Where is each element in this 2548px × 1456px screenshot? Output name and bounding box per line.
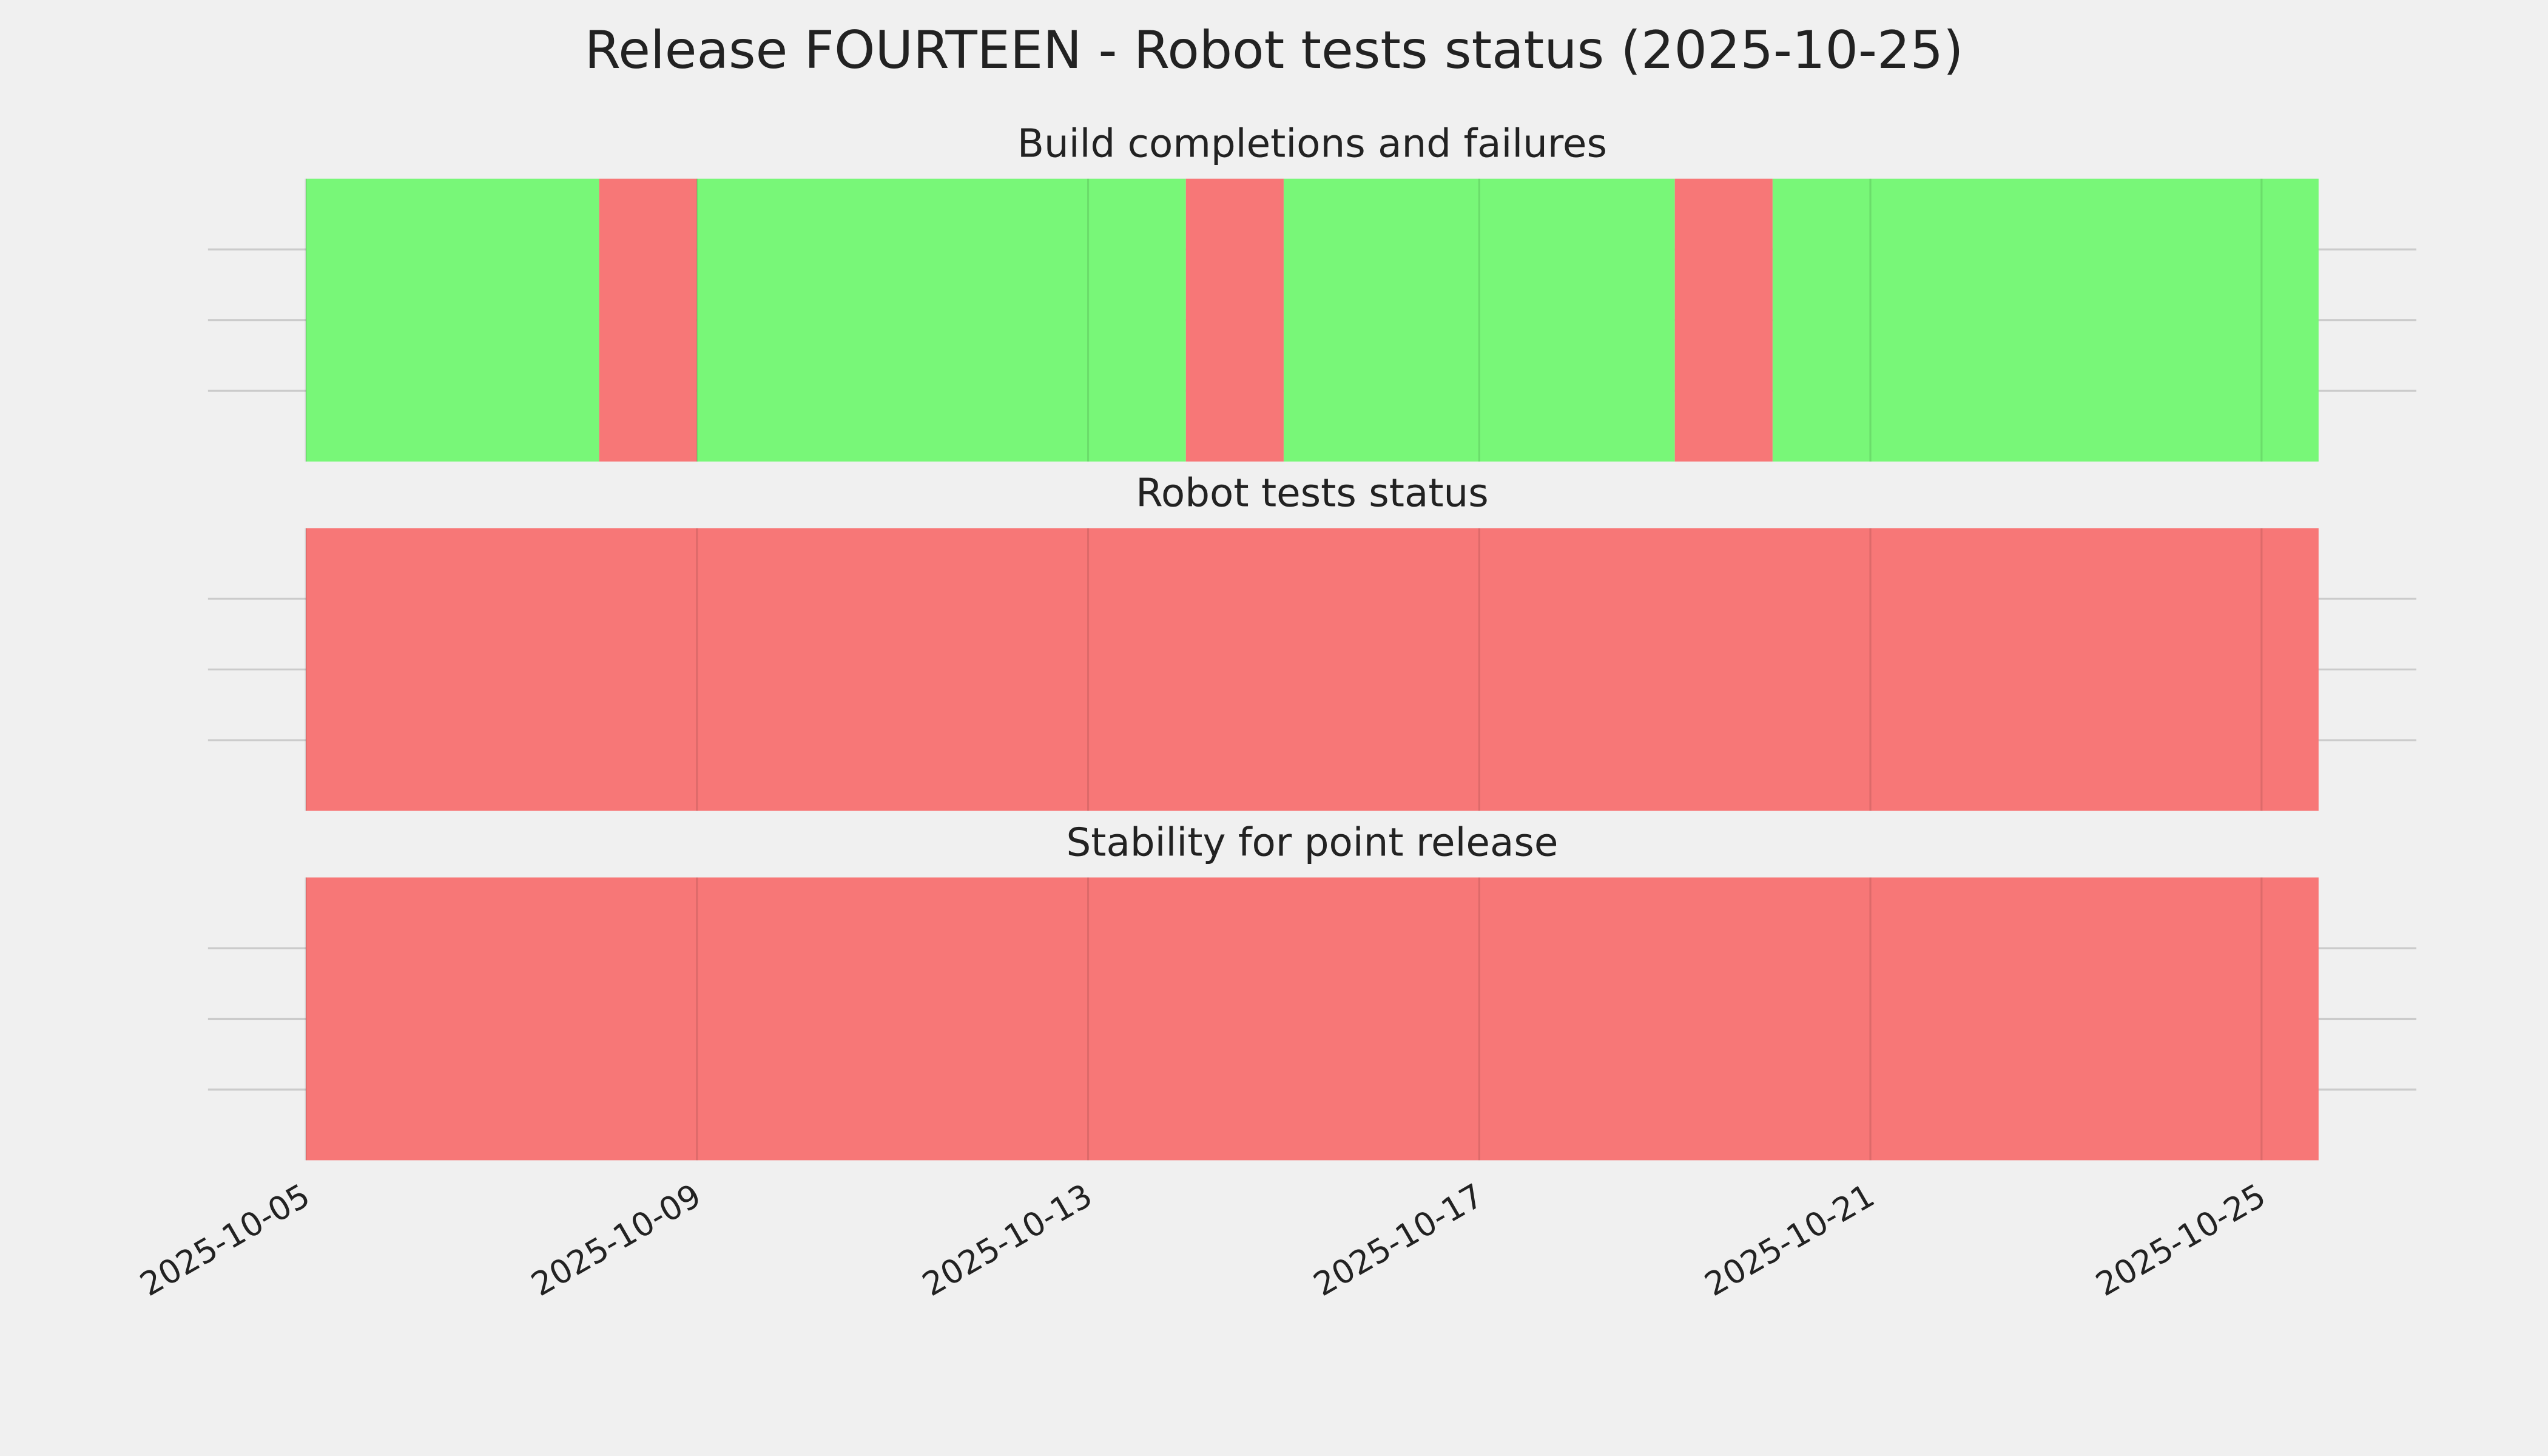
status-span bbox=[1185, 178, 1284, 462]
status-span bbox=[306, 877, 2319, 1161]
panel-title: Robot tests status bbox=[1136, 471, 1489, 516]
x-tick-label: 2025-10-05 bbox=[133, 1176, 316, 1304]
status-span bbox=[1772, 178, 2319, 462]
panel-title: Stability for point release bbox=[1067, 820, 1559, 865]
status-span bbox=[1283, 178, 1675, 462]
x-tick-label: 2025-10-17 bbox=[1307, 1176, 1489, 1304]
status-span bbox=[306, 528, 2319, 811]
x-tick-label: 2025-10-09 bbox=[525, 1176, 707, 1304]
status-span bbox=[306, 178, 599, 462]
status-span bbox=[599, 178, 697, 462]
x-tick-label: 2025-10-21 bbox=[1698, 1176, 1881, 1304]
x-tick-label: 2025-10-13 bbox=[916, 1176, 1099, 1304]
status-span bbox=[1674, 178, 1773, 462]
x-tick-label: 2025-10-25 bbox=[2089, 1176, 2272, 1304]
panel-title: Build completions and failures bbox=[1017, 121, 1607, 167]
chart-title: Release FOURTEEN - Robot tests status (2… bbox=[585, 20, 1964, 81]
status-span bbox=[696, 178, 1186, 462]
